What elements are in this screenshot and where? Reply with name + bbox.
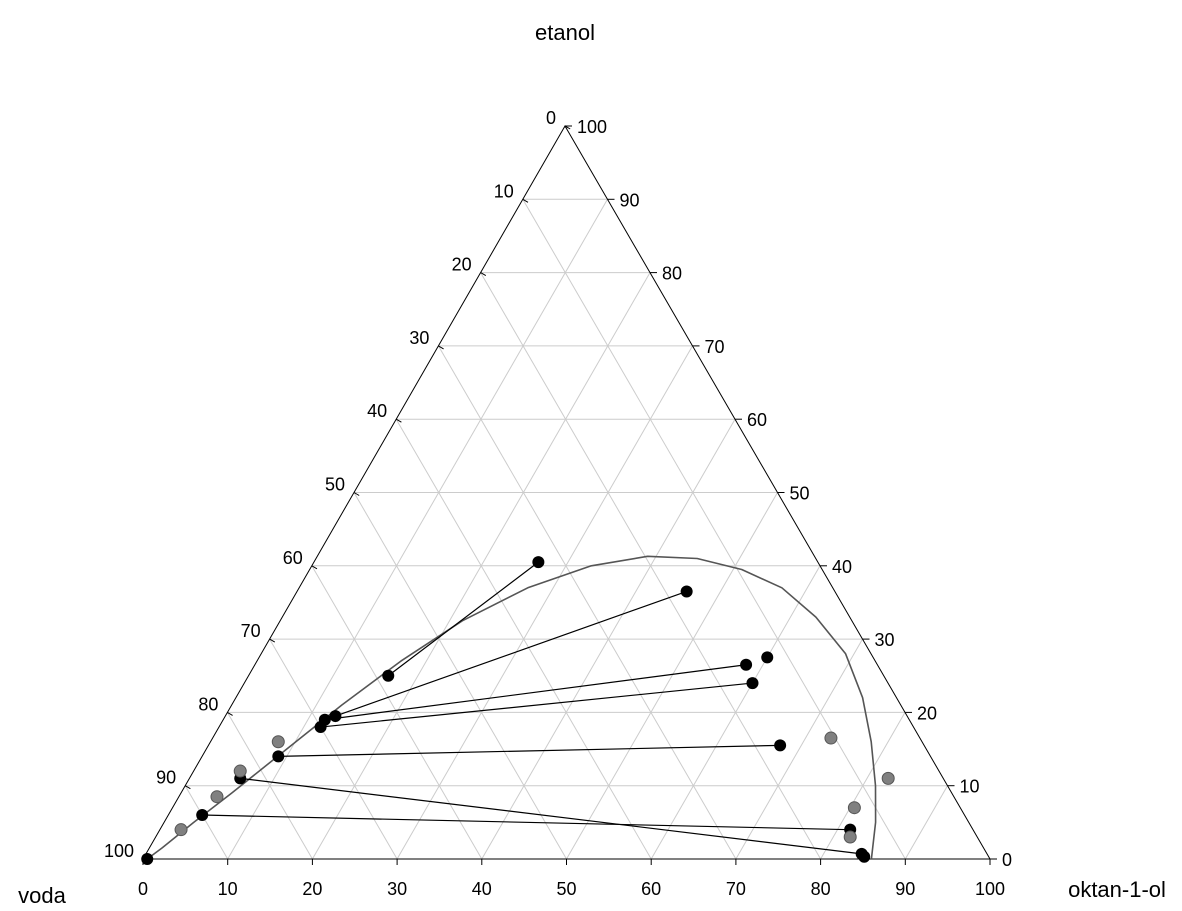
left-tick [311,565,318,570]
bottom-tick-label: 20 [302,879,322,899]
grid-line [396,345,693,860]
grid-line [522,199,906,860]
left-tick [227,711,233,716]
left-tick-label: 20 [452,255,472,275]
tie-line-point [318,713,331,726]
left-tick-label: 10 [494,181,514,201]
grid-line [904,785,948,860]
left-tick-label: 70 [241,621,261,641]
tick-marks [142,125,997,865]
tie-line [240,777,862,855]
grid-line [269,638,398,860]
left-tick-label: 30 [409,328,429,348]
tie-line [324,664,747,721]
bottom-tick-label: 80 [811,879,831,899]
top-component-label: etanol [535,20,595,45]
grey-data-point [210,790,224,804]
left-tick [353,492,360,496]
tick-labels: 0 0 0 10 10 10 20 20 20 30 30 30 40 40 40 50 50 50 60 60 60 7… [104,108,1012,899]
tie-lines-layer [202,561,862,855]
right-tick-label: 30 [875,630,895,650]
grid-line [226,712,313,860]
data-points-layer [141,556,895,865]
left-component-label: voda [18,883,66,908]
right-component-label: oktan-1-ol [1068,877,1166,902]
grid-layer [184,198,948,860]
grid-line [566,492,778,860]
grey-data-point [174,823,188,837]
right-tick-label: 60 [747,410,767,430]
component-labels: etanol voda oktan-1-ol [18,20,1166,908]
right-tick-label: 80 [662,264,682,284]
grid-line [480,272,822,860]
left-tick-label: 40 [367,401,387,421]
bottom-tick-label: 70 [726,879,746,899]
bottom-tick-label: 100 [975,879,1005,899]
right-tick-label: 40 [832,557,852,577]
right-tick-label: 70 [705,337,725,357]
tie-line [387,561,539,677]
tie-line-point [740,658,753,671]
tie-line [320,682,753,728]
bottom-tick-label: 30 [387,879,407,899]
left-tick [438,345,444,350]
tie-line [278,744,781,757]
black-data-point [141,853,154,865]
left-tick-label: 80 [198,694,218,714]
bottom-tick-label: 50 [556,879,576,899]
grid-line [184,785,229,860]
grey-data-point [271,735,285,749]
right-tick-label: 100 [577,117,607,137]
tie-line [335,590,687,717]
grid-line [353,492,567,860]
bottom-tick-label: 60 [641,879,661,899]
right-tick-label: 10 [960,777,980,797]
tie-line-point [746,677,759,690]
grey-data-point [843,830,857,844]
black-data-point [858,850,871,863]
left-tick [522,198,529,203]
bottom-tick-label: 10 [218,879,238,899]
bottom-tick-label: 40 [472,879,492,899]
tie-line-point [532,556,545,569]
grid-line [311,565,483,860]
grid-line [227,199,608,860]
left-tick [269,638,276,643]
grey-data-point [824,731,838,745]
left-tick-label: 90 [156,768,176,788]
binodal-curve [146,555,877,860]
left-tick [480,272,487,277]
tie-line-point [272,750,285,763]
bottom-tick-label: 0 [138,879,148,899]
tie-line-point [382,669,395,682]
grid-line [437,345,737,860]
grey-data-point [233,764,247,778]
tie-line-point [774,739,787,752]
right-tick-label: 0 [1002,850,1012,870]
left-tick-label: 100 [104,841,134,861]
left-tick [184,785,191,790]
black-data-point [761,651,774,664]
grid-line [395,418,652,860]
left-tick-label: 0 [546,108,556,128]
right-tick-label: 90 [620,190,640,210]
left-tick-label: 50 [325,475,345,495]
left-tick-label: 60 [283,548,303,568]
tie-line [202,814,851,831]
tie-line-point [680,585,693,598]
right-tick-label: 50 [790,484,810,504]
bottom-tick-label: 90 [895,879,915,899]
left-tick [395,418,402,423]
grey-data-point [881,771,895,785]
tie-line-point [329,710,342,723]
grey-data-point [847,801,861,815]
binodal-curve-layer [146,555,877,860]
grid-line [735,638,863,860]
tie-line-point [196,809,209,822]
right-tick-label: 20 [917,703,937,723]
